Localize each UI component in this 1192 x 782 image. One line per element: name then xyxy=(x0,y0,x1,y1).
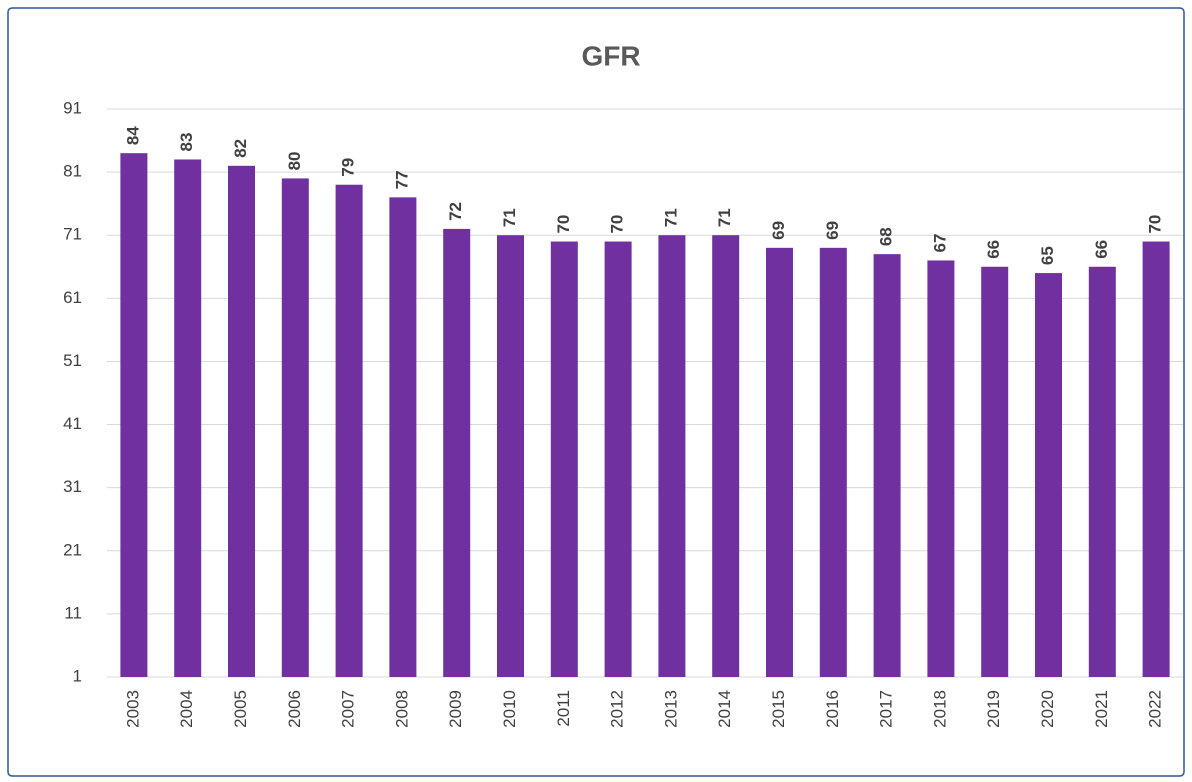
bar xyxy=(1088,266,1116,677)
x-tick-label: 2015 xyxy=(769,690,788,728)
bar xyxy=(819,247,847,677)
y-tick-label: 61 xyxy=(63,288,82,307)
x-tick-label: 2014 xyxy=(715,690,734,728)
bar xyxy=(228,165,255,678)
data-label: 79 xyxy=(339,158,358,177)
data-label: 66 xyxy=(1092,240,1111,259)
data-label: 70 xyxy=(554,215,573,234)
bar xyxy=(335,184,363,677)
x-tick-label: 2004 xyxy=(177,690,196,728)
bar xyxy=(981,266,1009,677)
x-tick-label: 2018 xyxy=(930,690,949,728)
bar xyxy=(389,197,417,677)
data-label: 66 xyxy=(984,240,1003,259)
bar xyxy=(1035,273,1062,677)
data-label: 77 xyxy=(392,170,411,189)
data-label: 84 xyxy=(123,126,142,145)
x-tick-label: 2003 xyxy=(123,690,142,728)
x-tick-label: 2009 xyxy=(446,690,465,728)
bar xyxy=(604,241,632,678)
y-tick-label: 51 xyxy=(63,351,82,370)
bar xyxy=(766,247,793,677)
y-tick-label: 11 xyxy=(64,603,82,622)
data-label: 71 xyxy=(715,208,734,227)
bar xyxy=(550,241,578,678)
x-tick-label: 2020 xyxy=(1038,690,1057,728)
bar xyxy=(1142,241,1170,678)
data-label: 68 xyxy=(877,227,896,246)
x-tick-label: 2012 xyxy=(608,690,627,728)
y-tick-label: 91 xyxy=(63,98,82,117)
x-tick-label: 2016 xyxy=(823,690,842,728)
x-tick-label: 2008 xyxy=(392,690,411,728)
y-tick-label: 41 xyxy=(63,414,82,433)
bar xyxy=(120,153,148,677)
data-label: 65 xyxy=(1038,246,1057,265)
bar xyxy=(712,235,740,677)
data-label: 80 xyxy=(285,152,304,171)
bar xyxy=(281,178,309,677)
x-tick-label: 2013 xyxy=(661,690,680,728)
bar xyxy=(497,235,524,677)
data-label: 70 xyxy=(608,215,627,234)
data-label: 72 xyxy=(446,202,465,221)
data-label: 82 xyxy=(231,139,250,158)
x-tick-label: 2010 xyxy=(500,690,519,728)
x-tick-label: 2022 xyxy=(1146,690,1165,728)
x-tick-label: 2017 xyxy=(877,690,896,728)
data-label: 71 xyxy=(500,208,519,227)
y-tick-label: 21 xyxy=(63,540,82,559)
y-tick-label: 81 xyxy=(63,162,82,181)
bar xyxy=(927,260,955,677)
x-tick-label: 2006 xyxy=(285,690,304,728)
data-label: 69 xyxy=(769,221,788,240)
y-tick-label: 31 xyxy=(63,477,82,496)
data-label: 71 xyxy=(661,208,680,227)
x-tick-label: 2007 xyxy=(339,690,358,728)
data-label: 69 xyxy=(823,221,842,240)
bar xyxy=(873,254,901,677)
data-label: 70 xyxy=(1146,215,1165,234)
x-tick-label: 2021 xyxy=(1092,690,1111,728)
data-label: 83 xyxy=(177,133,196,152)
x-tick-label: 2019 xyxy=(984,690,1003,728)
chart-title: GFR xyxy=(581,40,640,71)
x-tick-label: 2011 xyxy=(554,690,573,727)
bar xyxy=(174,159,202,677)
bar xyxy=(443,228,471,677)
bar xyxy=(658,235,686,677)
y-tick-label: 71 xyxy=(63,225,82,244)
y-tick-label: 1 xyxy=(73,666,82,685)
data-label: 67 xyxy=(930,234,949,253)
x-tick-label: 2005 xyxy=(231,690,250,728)
